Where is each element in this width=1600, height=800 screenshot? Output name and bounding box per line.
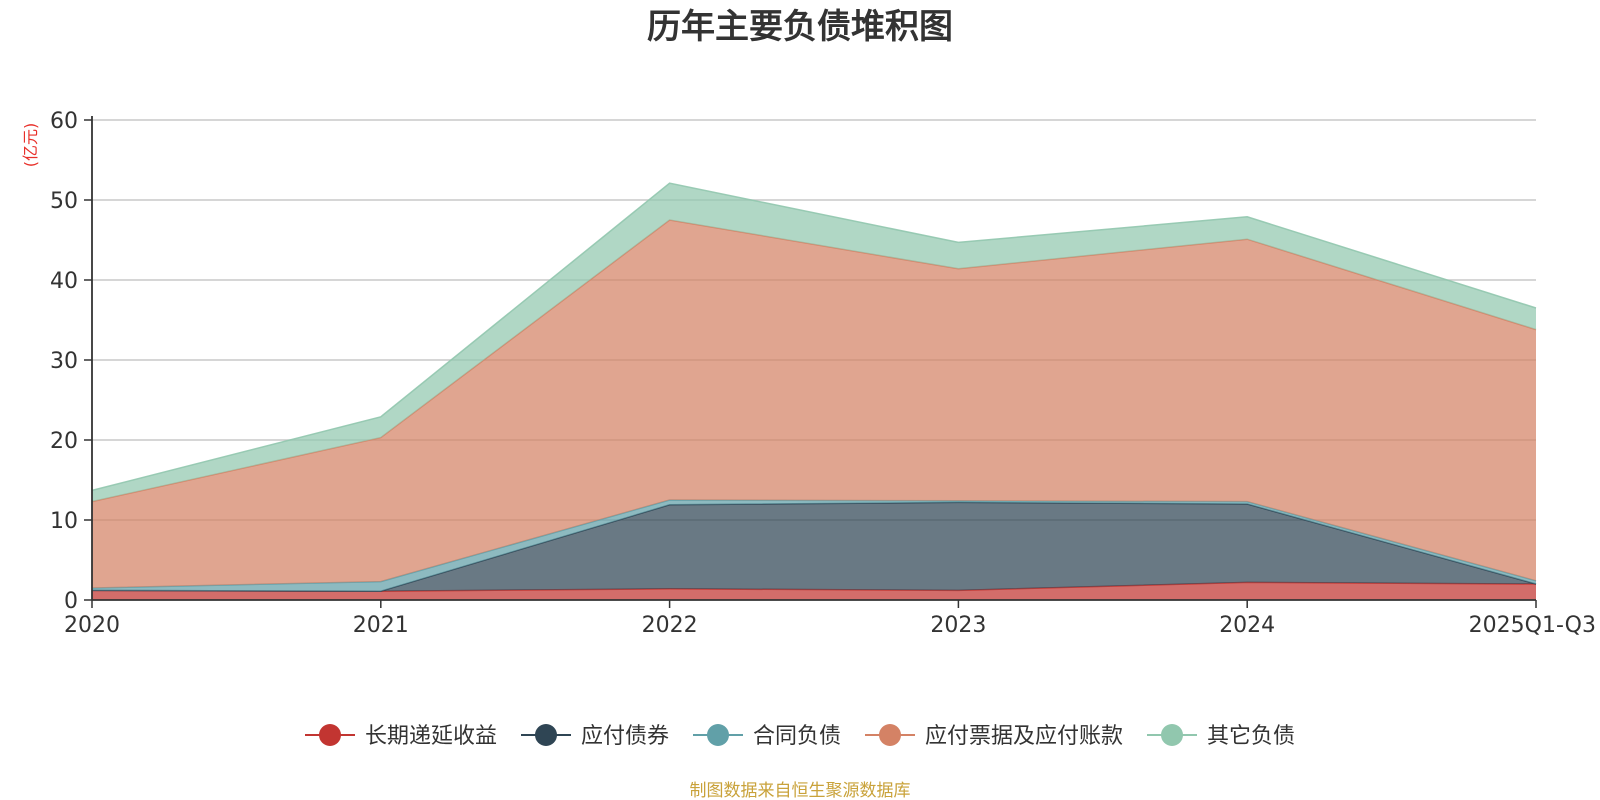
chart-title: 历年主要负债堆积图	[647, 7, 953, 47]
legend-item-2[interactable]: 合同负债	[693, 724, 841, 749]
y-tick-label: 50	[50, 189, 78, 214]
y-tick-label: 30	[50, 349, 78, 374]
legend-label: 长期递延收益	[365, 724, 497, 749]
y-tick-label: 10	[50, 509, 78, 534]
series-line-4	[91, 182, 1537, 492]
y-tick-label: 20	[50, 429, 78, 454]
legend-label: 其它负债	[1207, 724, 1295, 749]
area-series	[91, 182, 1537, 600]
y-axis-unit-label: (亿元)	[21, 123, 40, 168]
legend-label: 应付票据及应付账款	[925, 724, 1123, 749]
y-tick-label: 0	[64, 589, 78, 614]
x-tick-label: 2024	[1219, 613, 1275, 638]
legend-label: 应付债券	[581, 724, 669, 749]
x-tick-label: 2023	[930, 613, 986, 638]
legend-item-1[interactable]: 应付债券	[521, 724, 669, 749]
area-series-0	[92, 582, 1536, 600]
legend-label: 合同负债	[753, 724, 841, 749]
legend-marker	[535, 724, 557, 746]
x-tick-label: 2021	[353, 613, 409, 638]
x-tick-label: 2022	[642, 613, 698, 638]
area-series-3	[92, 220, 1536, 588]
y-tick-label: 60	[50, 109, 78, 134]
area-series-1	[92, 502, 1536, 592]
legend: 长期递延收益 应付债券 合同负债 应付票据及应付账款 其它负债	[305, 724, 1295, 749]
legend-marker	[1161, 724, 1183, 746]
legend-marker	[879, 724, 901, 746]
axes: 0 10 20 30 40 50 60 2020 2021 2022 2023 2024 2025Q1-…	[50, 109, 1596, 638]
legend-marker	[707, 724, 729, 746]
legend-marker	[319, 724, 341, 746]
legend-item-0[interactable]: 长期递延收益	[305, 724, 497, 749]
area-series-2	[92, 500, 1536, 592]
source-note: 制图数据来自恒生聚源数据库	[690, 781, 911, 800]
x-tick-label: 2025Q1-Q3	[1469, 613, 1596, 638]
legend-item-3[interactable]: 应付票据及应付账款	[865, 724, 1123, 749]
y-tick-label: 40	[50, 269, 78, 294]
legend-item-4[interactable]: 其它负债	[1147, 724, 1295, 749]
x-tick-label: 2020	[64, 613, 120, 638]
